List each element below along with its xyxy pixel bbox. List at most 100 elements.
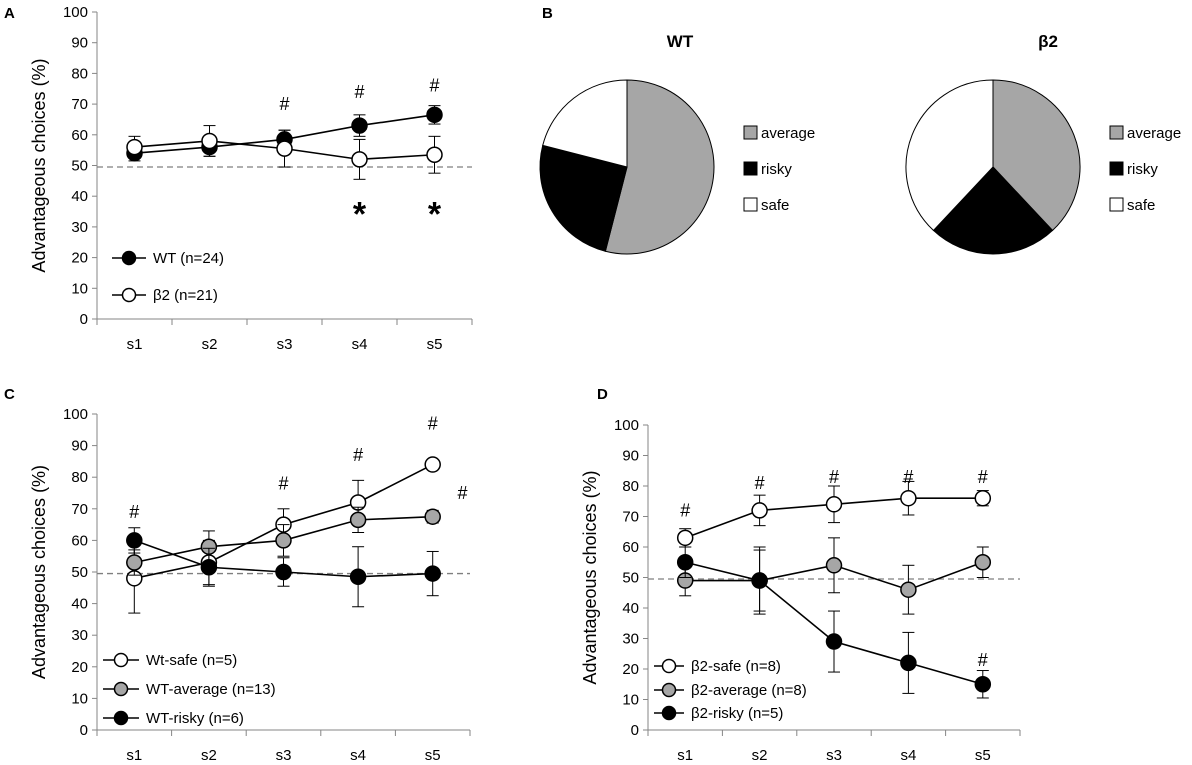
c-significance-hash: #	[353, 445, 363, 465]
d-panel-letter: D	[597, 386, 608, 403]
b-pie-0: WT average risky safe	[539, 32, 815, 255]
d-y-tick-label: 50	[622, 570, 639, 587]
d-x-tick-label: s1	[677, 747, 693, 764]
d-significance-hash: #	[755, 473, 765, 493]
a-y-tick-label: 60	[71, 127, 88, 144]
b-pie-slice-average	[604, 79, 715, 255]
d-y-tick-label: 10	[622, 692, 639, 709]
c-significance-hash: #	[278, 474, 288, 494]
c-data-point	[424, 508, 441, 525]
d-legend-label: β2-risky (n=5)	[691, 705, 783, 722]
c-x-tick-label: s1	[126, 747, 142, 764]
b-pie-title: β2	[1038, 32, 1058, 51]
c-data-point	[349, 511, 367, 529]
b-pie-slice-average	[992, 79, 1081, 232]
c-data-point	[424, 456, 441, 473]
a-legend-marker	[121, 250, 137, 266]
d-y-tick-label: 100	[614, 417, 639, 434]
d-y-tick-label: 30	[622, 631, 639, 648]
d-series-2	[676, 546, 992, 699]
a-y-tick-label: 20	[71, 250, 88, 267]
b-legend-swatch-risky	[743, 161, 758, 176]
a-data-point	[126, 138, 143, 156]
a-series-1	[126, 125, 443, 180]
panel-c: C 0 10 20 30 40 50 60 70 80 90 100 s1 s2 s3 s4 s5 Advanta…	[4, 386, 471, 764]
d-significance-hash: #	[978, 467, 988, 487]
d-series-0	[676, 480, 992, 548]
d-y-tick-label: 70	[622, 509, 639, 526]
d-data-point	[825, 557, 843, 574]
b-legend-swatch-average	[1109, 125, 1124, 140]
c-legend-marker	[113, 681, 129, 697]
b-panel-letter: B	[542, 5, 553, 22]
c-significance-hash: #	[458, 483, 468, 503]
b-pie-title: WT	[667, 32, 694, 51]
a-y-axis-label: Advantageous choices (%)	[29, 58, 49, 272]
c-x-tick-label: s4	[350, 747, 366, 764]
a-significance-star: *	[428, 195, 442, 233]
panel-a: A 0 10 20 30 40 50 60 70 80 90 100 s1 s2 s3 s4 s5 Advanta…	[4, 4, 473, 353]
a-y-tick-label: 50	[71, 158, 88, 175]
b-legend-label: average	[1127, 125, 1181, 142]
b-legend-label: average	[761, 125, 815, 142]
c-data-point	[275, 563, 292, 581]
c-y-tick-label: 90	[71, 438, 88, 455]
d-data-point	[825, 496, 843, 513]
b-legend-label: safe	[761, 197, 789, 214]
a-y-tick-label: 100	[63, 4, 88, 21]
c-legend-marker	[113, 652, 129, 668]
d-significance-hash: #	[903, 467, 913, 487]
c-x-tick-label: s5	[425, 747, 441, 764]
a-significance-hash: #	[429, 76, 439, 96]
d-data-point	[751, 502, 768, 519]
d-series-1	[676, 537, 992, 615]
c-y-tick-label: 60	[71, 532, 88, 549]
a-y-tick-label: 80	[71, 65, 88, 82]
d-x-tick-label: s4	[900, 747, 916, 764]
d-data-point	[676, 554, 694, 571]
c-legend-label: WT-risky (n=6)	[146, 710, 244, 727]
c-y-tick-label: 30	[71, 627, 88, 644]
a-data-point	[426, 146, 443, 164]
a-x-tick-label: s2	[202, 336, 218, 353]
c-x-tick-label: s2	[201, 747, 217, 764]
a-y-tick-label: 70	[71, 96, 88, 113]
d-significance-hash: #	[978, 650, 988, 670]
c-y-tick-label: 0	[80, 722, 88, 739]
b-legend-swatch-risky	[1109, 161, 1124, 176]
a-y-tick-label: 0	[80, 311, 88, 328]
a-data-point	[351, 117, 368, 134]
c-panel-letter: C	[4, 386, 15, 403]
b-legend-swatch-safe	[743, 197, 758, 212]
d-x-tick-label: s3	[826, 747, 842, 764]
c-legend-label: WT-average (n=13)	[146, 681, 276, 698]
b-pie-slice-safe	[542, 79, 628, 168]
a-panel-letter: A	[4, 5, 15, 22]
c-y-tick-label: 40	[71, 596, 88, 613]
d-data-point	[900, 581, 917, 598]
c-data-point	[424, 565, 441, 582]
d-data-point	[974, 489, 992, 507]
a-legend-label: β2 (n=21)	[153, 287, 218, 304]
a-x-tick-label: s5	[427, 336, 443, 353]
c-y-tick-label: 70	[71, 501, 88, 518]
d-data-point	[974, 554, 992, 571]
d-data-point	[900, 654, 917, 672]
c-series-2	[126, 527, 441, 608]
panel-d: D 0 10 20 30 40 50 60 70 80 90 100 s1 s2 s3 s4 s5 Advanta…	[580, 386, 1021, 764]
a-x-tick-label: s3	[277, 336, 293, 353]
b-pie-slice-risky	[539, 144, 628, 252]
d-data-point	[751, 572, 768, 589]
b-pie-slice-safe	[905, 79, 994, 232]
b-legend-swatch-safe	[1109, 197, 1124, 212]
a-significance-hash: #	[354, 82, 364, 102]
panel-b: B WT average risky safe β2 average risky safe	[539, 5, 1181, 255]
d-x-tick-label: s5	[975, 747, 991, 764]
c-y-tick-label: 50	[71, 564, 88, 581]
a-data-point	[351, 151, 368, 168]
c-series-1	[126, 506, 441, 576]
d-data-point	[900, 489, 917, 507]
b-legend-label: safe	[1127, 197, 1155, 214]
a-y-tick-label: 90	[71, 35, 88, 52]
a-x-tick-label: s4	[352, 336, 368, 353]
